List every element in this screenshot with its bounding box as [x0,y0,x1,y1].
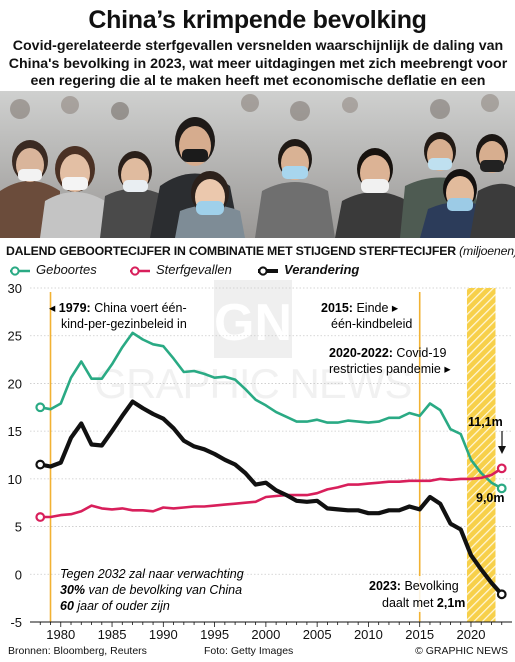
annotation-2020-arrow: ▸ [441,362,451,376]
projection-value-30: 30% [60,583,85,597]
x-tick-label: 1985 [98,627,127,642]
crowd-photo [0,91,515,238]
legend-swatch-births [10,265,30,276]
chart-series [35,331,507,600]
chart-marker-lines [49,292,421,622]
annotation-1979-arrow: ◂ [49,301,59,315]
projection-line2: 30% van de bevolking van China [60,583,242,597]
label-births-2023-arrow [498,446,506,454]
x-axis-ticks: 1980 1985 1990 1995 2000 2005 2010 2015 2020 [30,621,512,642]
annotation-2015: 2015: Einde ▸ één-kindbeleid [321,301,412,331]
x-tick-label: 2020 [457,627,486,642]
series-deaths-endpoint [496,463,507,474]
annotation-end-values: 11,1m 9,0m [468,415,506,505]
projection-text2: van de bevolking van China [85,583,242,597]
legend-item-deaths: Sterfgevallen [128,262,232,277]
annotation-2023-text1: Bevolking [401,579,459,593]
annotation-projection: Tegen 2032 zal naar verwachting 30% van … [60,567,244,613]
y-tick-label: 5 [15,520,22,535]
annotation-2020-year: 2020-2022: [329,346,393,360]
series-change-line [38,399,504,597]
annotation-2020-line1: 2020-2022: Covid-19 [329,346,446,360]
watermark: GN GRAPHIC NEWS [94,280,413,407]
legend-label-births: Geboortes [36,262,97,277]
chart-heading: DALEND GEBOORTECIJFER IN COMBINATIE MET … [6,244,515,258]
legend-label-change: Verandering [284,262,360,277]
y-tick-label: 15 [8,424,22,439]
legend-swatch-change [258,265,278,276]
annotation-2023-year: 2023: [369,579,401,593]
series-change-endpoint [35,459,46,470]
annotation-2023-line1: 2023: Bevolking [369,579,459,593]
annotation-2020: 2020-2022: Covid-19 restricties pandemie… [329,346,451,376]
crowd-photo-illustration [0,91,515,238]
footer-sources: Bronnen: Bloomberg, Reuters [8,645,147,657]
y-tick-label: 20 [8,376,22,391]
annotation-2023-change-bg [366,576,466,612]
y-tick-label: 25 [8,329,22,344]
watermark-logo: GN [214,294,292,352]
annotation-1979-line1: ◂ 1979: China voert één- [49,301,187,315]
annotation-2015-line1: 2015: Einde ▸ [321,301,399,315]
y-tick-label: 10 [8,472,22,487]
y-tick-label: 30 [8,281,22,296]
projection-value-60: 60 [60,599,74,613]
series-change-endpoint [496,589,507,600]
projection-line1: Tegen 2032 zal naar verwachting [60,567,244,581]
label-births-2023: 11,1m [468,415,503,429]
series-births-endpoint [35,402,46,413]
series-births-line [38,331,504,490]
y-tick-label: 0 [15,567,22,582]
annotation-2023-change: 2023: Bevolking daalt met 2,1m [366,576,466,612]
annotation-2015-text1: Einde [353,301,388,315]
annotation-2020-line2: restricties pandemie ▸ [329,362,451,376]
x-tick-label: 2000 [251,627,280,642]
footer-photo-credit: Foto: Getty Images [204,645,294,657]
y-axis-ticks: -5 0 5 10 15 20 25 30 [8,281,22,630]
chart-annotations: ◂ 1979: China voert één- kind-per-gezinb… [49,301,506,613]
annotation-1979-text1: China voert één- [91,301,187,315]
label-deaths-2023: 9,0m [476,491,505,505]
footer-copyright: © GRAPHIC NEWS [415,645,508,657]
chart-heading-text: DALEND GEBOORTECIJFER IN COMBINATIE MET … [6,244,456,258]
chart-heading-unit: (miljoenen) [459,244,515,258]
y-tick-label: -5 [10,615,22,630]
annotation-2015-arrow: ▸ [388,301,398,315]
annotation-1979-year: 1979: [59,301,91,315]
legend-item-births: Geboortes [8,262,97,277]
annotation-2015-line2: één-kindbeleid [331,317,412,331]
legend-swatch-deaths [130,265,150,276]
annotation-2020-text2: restricties pandemie [329,362,441,376]
annotation-2023-text2: daalt met [382,596,437,610]
x-tick-label: 1995 [200,627,229,642]
annotation-1979-line2: kind-per-gezinbeleid in [61,317,187,331]
legend-label-deaths: Sterfgevallen [156,262,232,277]
x-tick-label: 2005 [303,627,332,642]
x-tick-label: 1980 [46,627,75,642]
annotation-2023-value: 2,1m [437,596,466,610]
projection-text3: jaar of ouder zijn [74,599,170,613]
page-subtitle: Covid-gerelateerde sterfgevallen versnel… [8,38,508,107]
projection-line3: 60 jaar of ouder zijn [60,599,170,613]
legend-item-change: Verandering [256,262,359,277]
annotation-1979: ◂ 1979: China voert één- kind-per-gezinb… [49,301,187,331]
series-deaths-endpoint [35,512,46,522]
annotation-2020-text1: Covid-19 [393,346,447,360]
x-tick-label: 2015 [405,627,434,642]
page-title: China’s krimpende bevolking [88,6,427,34]
annotation-2023-line2: daalt met 2,1m [382,596,465,610]
annotation-2015-year: 2015: [321,301,353,315]
x-tick-label: 2010 [354,627,383,642]
series-deaths-line [38,467,504,519]
x-tick-label: 1990 [149,627,178,642]
series-births-endpoint [496,483,507,494]
